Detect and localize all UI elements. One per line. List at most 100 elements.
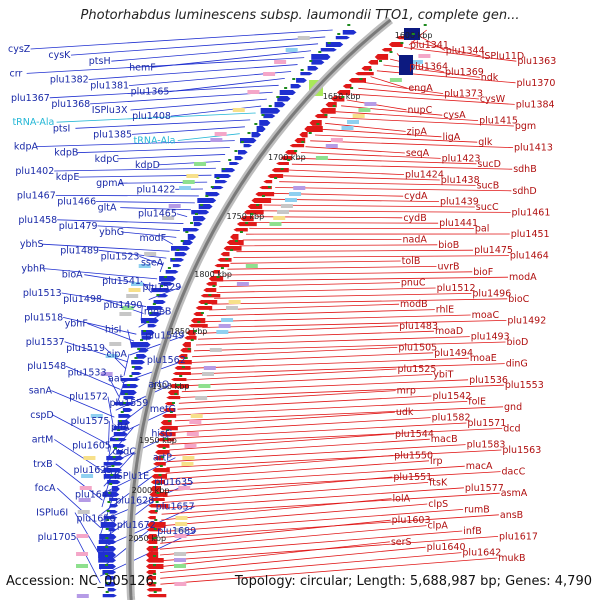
gene-label: bioF (473, 267, 493, 278)
tick-dash (172, 258, 176, 260)
connector-line (123, 353, 130, 376)
tick-dash (324, 114, 328, 116)
gene-label: plu1577 (465, 483, 504, 494)
feature-block (315, 156, 328, 160)
connector-line (279, 181, 476, 186)
gene-label: cysK (48, 50, 71, 61)
tick-dash (176, 384, 180, 386)
gene-label: ptsH (89, 56, 111, 67)
feature-arrow (146, 582, 156, 587)
feature-arrow (217, 258, 232, 262)
tick-dash (234, 240, 238, 242)
tick-dash (167, 267, 171, 269)
feature-arrow (100, 522, 118, 528)
connector-line (107, 396, 114, 425)
feature-arrow (102, 594, 117, 598)
tick-dash (185, 231, 189, 233)
topology-summary: Topology: circular; Length: 5,688,987 bp… (234, 574, 592, 589)
feature-arrow (215, 180, 228, 184)
gene-label: ptsI (53, 123, 71, 134)
tick-dash (105, 564, 109, 566)
feature-block (214, 132, 227, 136)
tick-dash (316, 123, 320, 125)
feature-block (81, 474, 94, 478)
tick-label: 1900 kbp (152, 382, 190, 391)
gene-label: plu1370 (517, 78, 556, 89)
feature-arrow (147, 522, 166, 528)
tick-dash (176, 249, 180, 251)
connector-line (160, 552, 462, 579)
tick-label: 2050 kbp (128, 534, 166, 543)
gene-label: plu1465 (138, 209, 177, 220)
feature-arrow (172, 372, 191, 376)
connector-line (97, 225, 180, 231)
tick-dash (131, 366, 135, 368)
connector-line (352, 93, 515, 105)
connector-line (96, 201, 195, 204)
gene-label: zipA (407, 126, 428, 137)
gene-label: serS (391, 537, 412, 548)
feature-arrow (247, 204, 263, 210)
feature-arrow (165, 270, 179, 274)
tick-dash (163, 276, 167, 278)
gene-label: modB (400, 299, 428, 310)
feature-arrow (197, 198, 217, 204)
minus-strand-features (146, 28, 431, 598)
tick-dash (280, 168, 284, 170)
connector-line (42, 243, 170, 252)
tick-dash (127, 384, 131, 386)
feature-arrow (146, 306, 164, 310)
feature-arrow (211, 186, 224, 190)
feature-block (352, 114, 365, 118)
feature-arrow (309, 120, 322, 126)
backbone-line (128, 18, 392, 600)
tick-dash (122, 402, 126, 404)
feature-arrow (164, 402, 174, 406)
connector-line (219, 282, 400, 288)
feature-arrow (111, 486, 120, 492)
gene-label: lolA (393, 494, 411, 505)
tick-dash (115, 438, 119, 440)
gene-label: modF (139, 233, 166, 244)
connector-line (107, 421, 110, 452)
feature-arrow (190, 318, 206, 324)
tick-dash (205, 195, 209, 197)
gene-label: plu1603 (392, 515, 431, 526)
tick-dash (350, 87, 354, 89)
gene-label: plu1549 (145, 331, 184, 342)
feature-block (236, 282, 249, 286)
feature-block (410, 60, 423, 64)
tick-dash (411, 33, 415, 35)
tick-dash (108, 492, 112, 494)
feature-arrow (307, 66, 319, 71)
tick-dash (181, 366, 185, 368)
connector-line (57, 219, 184, 224)
gene-label: plu1617 (499, 531, 538, 542)
connector-line (43, 268, 158, 280)
connector-line (275, 187, 512, 192)
feature-arrow (106, 456, 124, 461)
gene-label: plu1705 (38, 532, 77, 543)
feature-arrow (320, 108, 336, 114)
gene-label: plu1381 (90, 81, 129, 92)
feature-arrow (108, 528, 117, 532)
feature-arrow (147, 516, 156, 520)
feature-arrow (186, 330, 196, 336)
feature-arrow (171, 378, 187, 382)
gene-label: plu1458 (18, 215, 57, 226)
feature-arrow (381, 48, 392, 52)
tick-dash (105, 555, 109, 557)
gene-label: sdhB (513, 164, 537, 175)
connector-line (236, 249, 474, 253)
tick-dash (172, 402, 176, 404)
feature-block (109, 342, 122, 346)
connector-line (164, 465, 465, 486)
feature-arrow (109, 498, 119, 502)
feature-arrow (134, 366, 144, 370)
gene-label: plu1582 (432, 413, 471, 424)
gene-label: plu1490 (104, 300, 143, 311)
gene-label: plu1367 (11, 93, 50, 104)
feature-block (293, 186, 306, 190)
gene-label: plu1461 (512, 207, 551, 218)
gene-label: mrp (397, 386, 416, 397)
